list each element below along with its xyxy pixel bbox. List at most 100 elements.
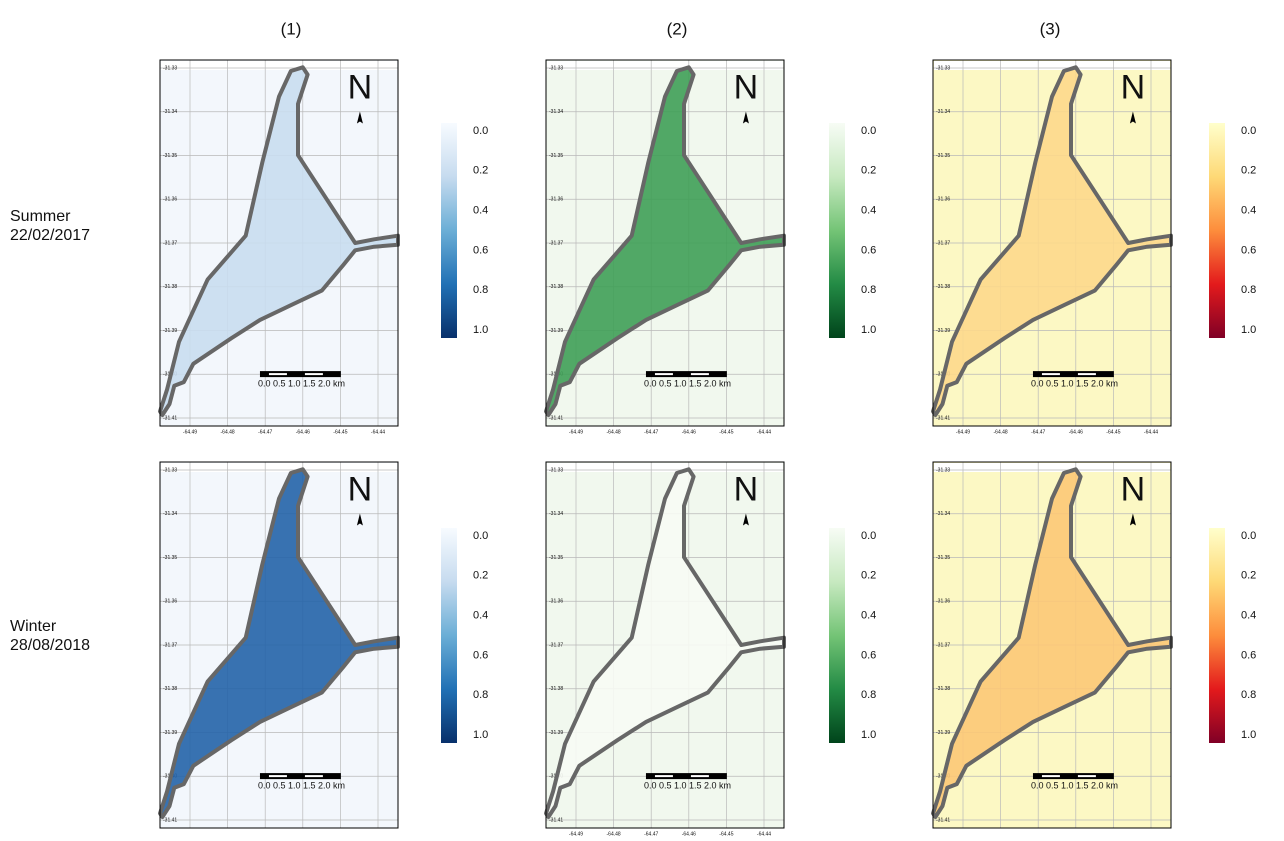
colorbar-tick-label: 0.8 (473, 284, 488, 296)
colorbar (441, 528, 457, 743)
lat-label: -31.36 (549, 599, 563, 605)
colorbar-tick-label: 1.0 (861, 729, 876, 741)
scale-bar-segment (268, 373, 287, 376)
lat-label: -31.41 (549, 415, 563, 421)
lat-label: -31.35 (163, 555, 177, 561)
scale-bar (645, 371, 727, 378)
lat-label: -31.37 (549, 240, 563, 246)
lat-label: -31.37 (549, 642, 563, 648)
row-season: Winter (10, 618, 57, 635)
lat-label: -31.38 (163, 284, 177, 290)
lat-label: -31.39 (163, 730, 177, 736)
lat-label: -31.39 (936, 328, 950, 334)
north-label: N (1121, 68, 1146, 106)
scale-bar-segment (1077, 373, 1096, 376)
lat-label: -31.39 (163, 328, 177, 334)
lat-label: -31.37 (936, 240, 950, 246)
lon-label: -64.46 (1069, 429, 1083, 435)
colorbar-tick-label: 0.4 (1241, 205, 1256, 217)
colorbar-tick-label: 0.8 (1241, 689, 1256, 701)
lon-label: -64.49 (569, 831, 583, 836)
lat-label: -31.36 (936, 599, 950, 605)
scale-bar-segment (1077, 775, 1096, 778)
lon-label: -64.45 (719, 429, 733, 435)
colorbar-tick-label: 0.8 (473, 689, 488, 701)
lat-label: -31.35 (936, 153, 950, 159)
lat-label: -31.41 (163, 415, 177, 421)
scale-bar-segment (268, 775, 287, 778)
lat-label: -31.39 (549, 328, 563, 334)
map-panel: -31.33 -31.34 -31.35 -31.36 -31.37 -31.38 -31.… (931, 461, 1256, 829)
lat-label: -31.38 (163, 686, 177, 692)
colorbar-tick-label: 0.4 (861, 205, 876, 217)
scale-label: 0.0 0.5 1.0 1.5 2.0 km (258, 378, 345, 388)
lat-label: -31.37 (936, 642, 950, 648)
colorbar-tick-label: 0.2 (861, 165, 876, 177)
map-margin (934, 463, 1170, 472)
lat-label: -31.34 (936, 511, 950, 517)
colorbar-tick-label: 0.4 (1241, 610, 1256, 622)
colorbar-tick-label: 0.0 (1241, 125, 1256, 137)
colorbar-tick-label: 0.6 (861, 649, 876, 661)
map-margin (161, 463, 397, 472)
lat-label: -31.41 (549, 817, 563, 823)
lat-label: -31.36 (163, 197, 177, 203)
lat-label: -31.38 (549, 284, 563, 290)
scale-label: 0.0 0.5 1.0 1.5 2.0 km (644, 780, 731, 790)
lat-label: -31.37 (163, 240, 177, 246)
lat-label: -31.41 (936, 817, 950, 823)
north-arrow (742, 111, 749, 124)
lagoon (931, 65, 1173, 417)
lon-label: -64.45 (333, 429, 347, 435)
north-arrow (742, 513, 749, 526)
lat-label: -31.33 (163, 467, 177, 473)
north-arrow (1129, 111, 1136, 124)
lat-label: -31.35 (549, 153, 563, 159)
lon-label: -64.47 (644, 429, 658, 435)
colorbar (1209, 528, 1225, 743)
colorbar-tick-label: 1.0 (473, 324, 488, 336)
map-frame (159, 59, 399, 427)
lon-label: -64.49 (956, 429, 970, 435)
lon-label: -64.48 (607, 831, 621, 836)
colorbar-tick-label: 1.0 (1241, 729, 1256, 741)
colorbar-tick-label: 1.0 (861, 324, 876, 336)
scale-bar (1032, 371, 1114, 378)
lagoon (931, 467, 1173, 819)
lat-label: -31.41 (163, 817, 177, 823)
map-panel: -31.33 -31.34 -31.35 -31.36 -31.37 -31.38 -31.… (931, 59, 1256, 435)
scale-bar-segment (690, 775, 709, 778)
lon-label: -64.45 (719, 831, 733, 836)
colorbar-tick-label: 0.8 (861, 689, 876, 701)
colorbar-tick-label: 0.8 (861, 284, 876, 296)
lat-label: -31.34 (936, 109, 950, 115)
map-margin (547, 463, 783, 472)
lat-label: -31.38 (936, 284, 950, 290)
lon-label: -64.48 (221, 429, 235, 435)
colorbar-tick-label: 0.4 (473, 610, 488, 622)
lat-label: -31.33 (549, 467, 563, 473)
column-header: (1) (281, 19, 302, 38)
colorbar-tick-label: 0.0 (473, 530, 488, 542)
column-header: (3) (1040, 19, 1061, 38)
colorbar-tick-label: 0.0 (473, 125, 488, 137)
north-label: N (734, 68, 759, 106)
scale-bar (259, 371, 341, 378)
lat-label: -31.33 (936, 467, 950, 473)
colorbar-tick-label: 0.0 (1241, 530, 1256, 542)
lon-label: -64.47 (1031, 429, 1045, 435)
scale-bar (645, 773, 727, 780)
lat-label: -31.34 (163, 511, 177, 517)
north-label: N (734, 470, 759, 508)
colorbar-tick-label: 0.6 (473, 649, 488, 661)
lat-label: -31.41 (936, 415, 950, 421)
column-header: (2) (667, 19, 688, 38)
lon-label: -64.46 (682, 429, 696, 435)
colorbar-tick-label: 0.0 (861, 125, 876, 137)
colorbar-tick-label: 0.6 (861, 244, 876, 256)
lagoon (158, 467, 400, 819)
lagoon (544, 467, 786, 819)
scale-bar-segment (304, 775, 323, 778)
map-margin (547, 61, 783, 70)
